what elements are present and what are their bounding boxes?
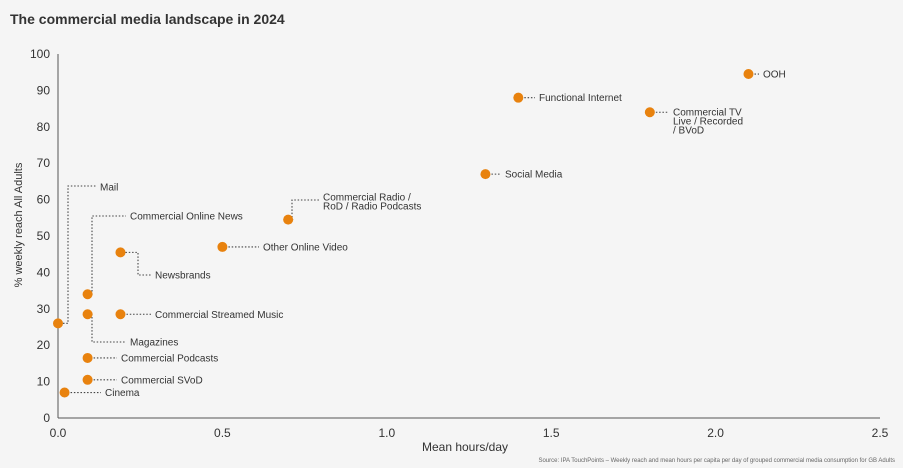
x-tick-label: 0.0 bbox=[50, 426, 67, 440]
y-tick-label: 70 bbox=[37, 156, 51, 170]
data-point bbox=[115, 309, 126, 320]
y-tick-label: 60 bbox=[37, 193, 51, 207]
data-point bbox=[82, 289, 93, 300]
y-tick-label: 10 bbox=[37, 375, 51, 389]
x-axis-label: Mean hours/day bbox=[422, 440, 508, 454]
data-point bbox=[217, 241, 228, 252]
point-label: Commercial Online News bbox=[130, 212, 243, 223]
data-point bbox=[115, 247, 126, 258]
tick-labels: 0.0 0.5 1.0 1.5 2.0 2.5 0 10 20 30 40 50 60 70 80 90 100 bbox=[30, 47, 889, 440]
y-tick-label: 20 bbox=[37, 338, 51, 352]
y-tick-label: 50 bbox=[37, 229, 51, 243]
chart-title: The commercial media landscape in 2024 bbox=[10, 11, 285, 27]
data-point bbox=[59, 387, 70, 398]
point-label: Other Online Video bbox=[263, 242, 348, 253]
data-point bbox=[82, 352, 93, 363]
x-tick-label: 0.5 bbox=[214, 426, 231, 440]
axes bbox=[57, 54, 880, 419]
x-tick-label: 2.5 bbox=[872, 426, 889, 440]
data-point bbox=[283, 214, 294, 225]
y-tick-label: 40 bbox=[37, 265, 51, 279]
source-note: Source: IPA TouchPoints – Weekly reach a… bbox=[538, 458, 895, 464]
point-label: Newsbrands bbox=[155, 271, 211, 282]
point-label: Functional Internet bbox=[539, 93, 622, 104]
point-label: Commercial TV Live / Recorded / BVoD bbox=[673, 108, 743, 137]
point-label: Commercial Streamed Music bbox=[155, 310, 283, 321]
point-labels: OOH Functional Internet Commercial TV Live … bbox=[100, 70, 786, 399]
data-point bbox=[743, 69, 754, 80]
point-label: Commercial SVoD bbox=[121, 375, 203, 386]
y-tick-label: 100 bbox=[30, 47, 50, 61]
point-label: Commercial Radio / RoD / Radio Podcasts bbox=[323, 193, 421, 213]
data-point bbox=[480, 169, 491, 180]
point-label: Magazines bbox=[130, 338, 178, 349]
point-label: Mail bbox=[100, 183, 118, 194]
point-label: Social Media bbox=[505, 170, 563, 181]
point-label: Cinema bbox=[105, 388, 140, 399]
point-label: Commercial Podcasts bbox=[121, 353, 218, 364]
y-tick-label: 30 bbox=[37, 302, 51, 316]
data-point bbox=[53, 318, 63, 329]
y-axis-label: % weekly reach All Adults bbox=[13, 162, 25, 287]
x-tick-label: 2.0 bbox=[707, 426, 724, 440]
data-point bbox=[82, 309, 93, 320]
point-label: OOH bbox=[763, 70, 786, 81]
leader-line bbox=[125, 251, 151, 276]
data-point bbox=[82, 374, 93, 385]
x-tick-label: 1.0 bbox=[378, 426, 395, 440]
data-points bbox=[53, 69, 754, 398]
leader-line bbox=[291, 199, 319, 221]
y-tick-label: 80 bbox=[37, 120, 51, 134]
data-point bbox=[513, 92, 524, 103]
x-tick-label: 1.5 bbox=[543, 426, 560, 440]
leader-line bbox=[63, 185, 96, 324]
y-tick-label: 0 bbox=[43, 411, 50, 425]
y-tick-label: 90 bbox=[37, 83, 51, 97]
data-point bbox=[644, 107, 655, 118]
